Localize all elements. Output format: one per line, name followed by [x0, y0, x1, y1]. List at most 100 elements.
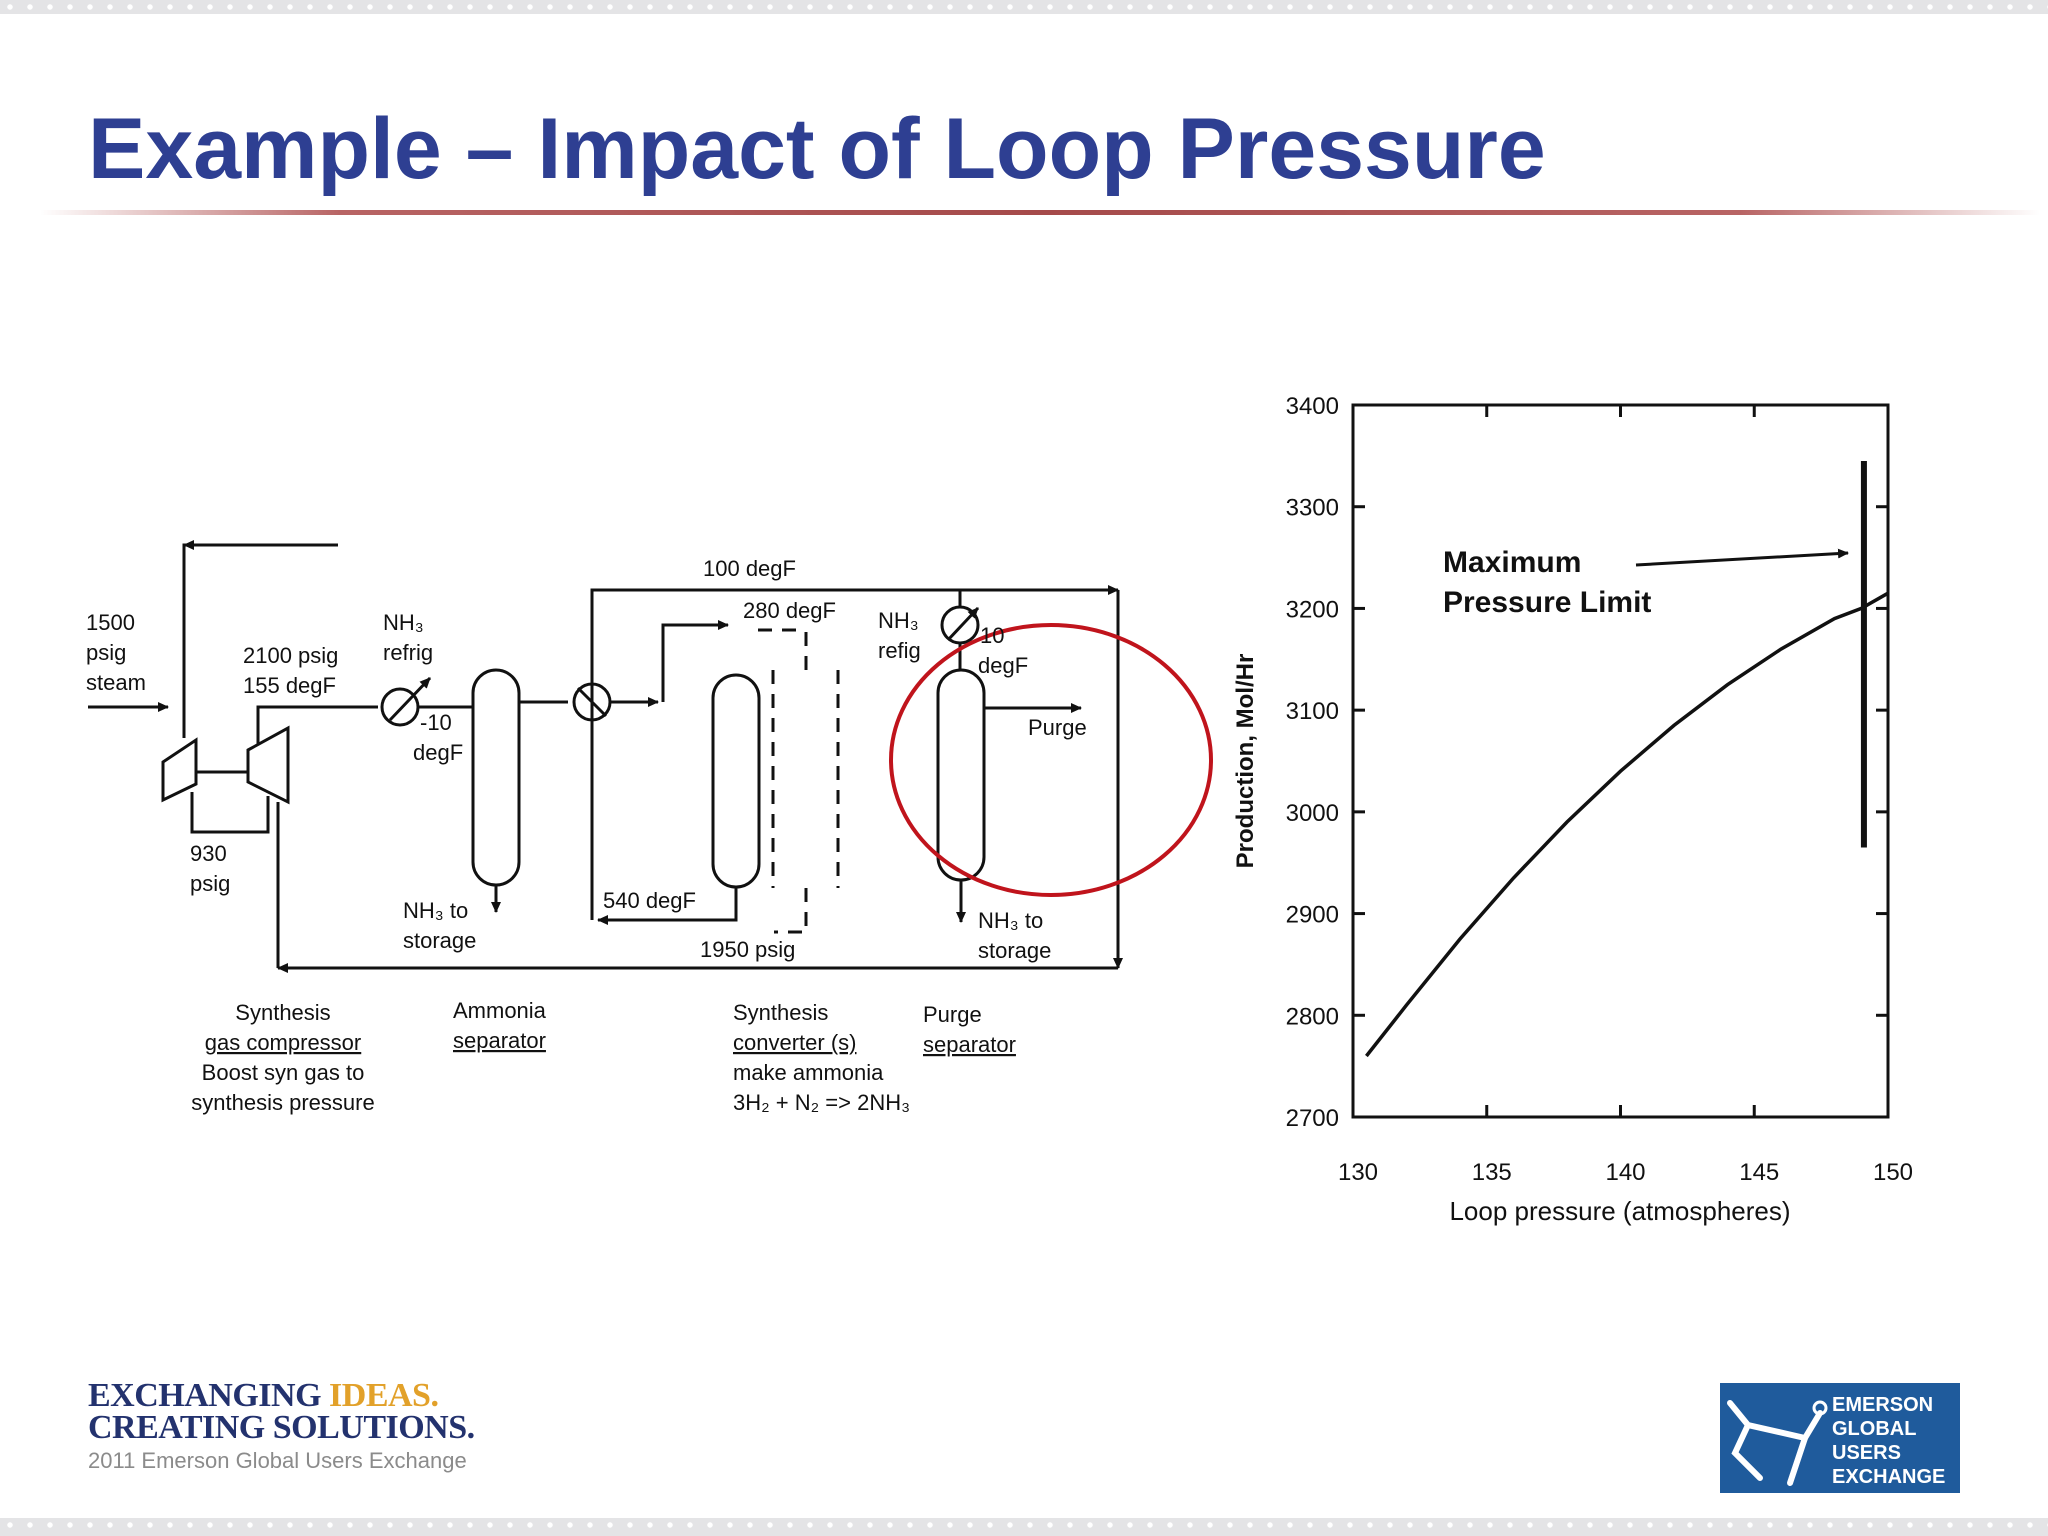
- emerson-logo: EMERSON GLOBAL USERS EXCHANGE: [1720, 1383, 1960, 1493]
- purge-label: Purge: [1028, 715, 1087, 740]
- y-tick-label: 3200: [1286, 596, 1339, 623]
- annotation-l2: Pressure Limit: [1443, 586, 1651, 619]
- lbl-comp-l2: gas compressor: [205, 1030, 362, 1055]
- x-ticks: 130 135 140 145 150: [1338, 405, 1913, 1186]
- recycle-p-l1: 930: [190, 841, 227, 866]
- lbl-conv-l4: 3H₂ + N₂ => 2NH₃: [733, 1090, 910, 1115]
- y-tick-label: 3100: [1286, 698, 1339, 725]
- lbl-sep-l1: Ammonia: [453, 998, 547, 1023]
- slide-title: Example – Impact of Loop Pressure: [88, 101, 1546, 197]
- bottom-temp: 540 degF: [603, 888, 696, 913]
- y-tick-label: 3000: [1286, 800, 1339, 827]
- tagline-word-solutions: SOLUTIONS.: [272, 1409, 475, 1446]
- lbl-sep-l2: separator: [453, 1028, 546, 1053]
- refrig1-temp-l1: -10: [420, 710, 452, 735]
- synthesis-converter-vessel: [711, 673, 761, 889]
- recycle-loop: [190, 792, 270, 834]
- diagram-labels: 1500 psig steam 2100 psig 155 degF 930 psig …: [86, 556, 1087, 1115]
- compressor-shape: [246, 725, 290, 805]
- tagline-word-exchanging: EXCHANGING: [88, 1377, 322, 1414]
- logo-line-users: USERS: [1832, 1442, 1901, 1464]
- y-axis-label: Production, Mol/Hr: [1232, 654, 1259, 869]
- y-tick-label: 3300: [1286, 495, 1339, 522]
- storage1-l2: storage: [403, 928, 476, 953]
- comp-out-l1: 2100 psig: [243, 643, 338, 668]
- y-tick-label: 2700: [1286, 1105, 1339, 1132]
- storage2-l1: NH₃ to: [978, 908, 1043, 933]
- top-temp: 100 degF: [703, 556, 796, 581]
- y-tick-label: 3400: [1286, 393, 1339, 420]
- y-ticks: 3400 3300 3200 3100 3000 2900 2800 2700: [1286, 393, 1888, 1132]
- lbl-purge-l2: separator: [923, 1032, 1016, 1057]
- y-tick-label: 2900: [1286, 902, 1339, 929]
- x-tick-label: 145: [1739, 1159, 1779, 1186]
- lbl-conv-l2: converter (s): [733, 1030, 856, 1055]
- turbine-shape: [161, 737, 198, 803]
- compressor-outlet-line: [256, 705, 378, 745]
- ammonia-separator-vessel: [471, 668, 521, 887]
- annotation-l1: Maximum: [1443, 546, 1581, 579]
- network-logo-icon: [1727, 1400, 1828, 1486]
- logo-wordmark: EMERSON GLOBAL USERS EXCHANGE: [1832, 1393, 1945, 1489]
- refrig1-l2: refrig: [383, 640, 433, 665]
- converter-feed-line: [661, 620, 729, 702]
- refrig1-l1: NH₃: [383, 610, 424, 635]
- purge-separator-vessel: [936, 668, 986, 882]
- x-axis-label: Loop pressure (atmospheres): [1449, 1196, 1790, 1226]
- tagline-word-ideas: IDEAS.: [329, 1377, 439, 1414]
- x-tick-label: 135: [1472, 1159, 1512, 1186]
- x-tick-label: 140: [1605, 1159, 1645, 1186]
- logo-line-exchange: EXCHANGE: [1832, 1466, 1946, 1488]
- storage2-l2: storage: [978, 938, 1051, 963]
- lbl-purge-l1: Purge: [923, 1002, 982, 1027]
- bottom-dotted-border: [0, 1518, 2048, 1536]
- x-tick-label: 130: [1338, 1159, 1378, 1186]
- flow-diagram: [88, 540, 1213, 973]
- hub-top-line: [590, 585, 1119, 915]
- annotation-arrow: [1635, 548, 1849, 567]
- tagline-word-creating: CREATING: [88, 1409, 265, 1446]
- y-tick-label: 2800: [1286, 1003, 1339, 1030]
- converter-temp: 280 degF: [743, 598, 836, 623]
- logo-line-emerson: EMERSON: [1832, 1394, 1934, 1416]
- refrig1-temp-l2: degF: [413, 740, 463, 765]
- lbl-comp-l1: Synthesis: [235, 1000, 330, 1025]
- lbl-comp-l3: Boost syn gas to: [202, 1060, 365, 1085]
- refrig2-temp-l1: 10: [980, 623, 1004, 648]
- refrig2-l1: NH₃: [878, 608, 919, 633]
- top-bypass-line: [182, 543, 338, 738]
- production-chart: 3400 3300 3200 3100 3000 2900 2800 2700 130 135 1…: [1232, 393, 1913, 1226]
- comp-out-l2: 155 degF: [243, 673, 336, 698]
- recycle-p-l2: psig: [190, 871, 230, 896]
- tagline-subtitle: 2011 Emerson Global Users Exchange: [88, 1448, 467, 1473]
- production-series-line: [1365, 591, 1889, 1058]
- storage1-l1: NH₃ to: [403, 898, 468, 923]
- inlet-l1: 1500: [86, 610, 135, 635]
- lbl-comp-l4: synthesis pressure: [191, 1090, 374, 1115]
- title-underline: [40, 210, 2040, 215]
- top-dotted-border: [0, 0, 2048, 14]
- figure-panel: 1500 psig steam 2100 psig 155 degF 930 psig …: [68, 340, 2018, 1255]
- chart-frame: [1351, 403, 1890, 1119]
- refrig2-temp-l2: degF: [978, 653, 1028, 678]
- refrig2-l2: refig: [878, 638, 921, 663]
- lbl-conv-l3: make ammonia: [733, 1060, 884, 1085]
- purge-highlight-circle: [889, 623, 1213, 897]
- inlet-l2: psig: [86, 640, 126, 665]
- process-figure: 1500 psig steam 2100 psig 155 degF 930 psig …: [86, 393, 1913, 1226]
- tagline: EXCHANGING IDEAS. CREATING SOLUTIONS. 20…: [88, 1377, 475, 1474]
- inlet-l3: steam: [86, 670, 146, 695]
- second-converter-dashed: [771, 632, 840, 934]
